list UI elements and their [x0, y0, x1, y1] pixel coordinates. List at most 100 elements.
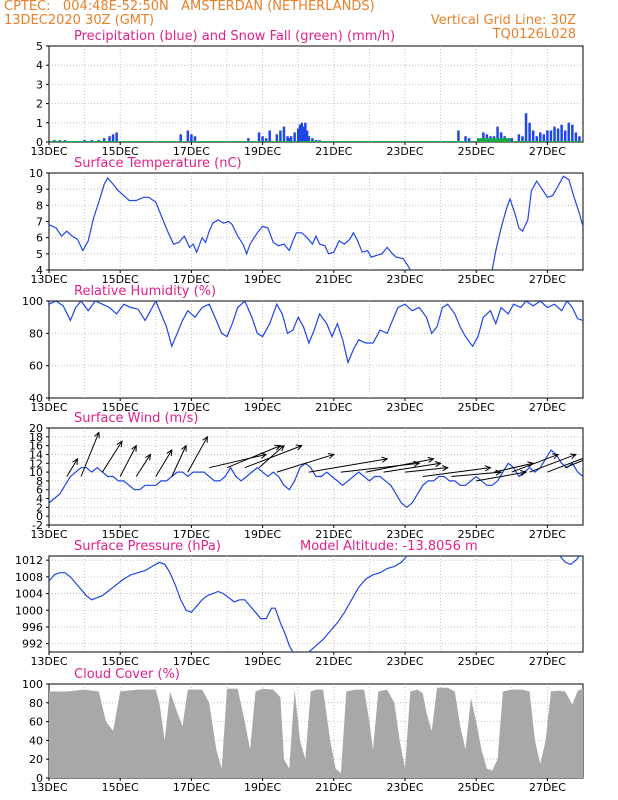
y-tick-label: 2 [36, 98, 43, 111]
wind-arrow-head [569, 453, 577, 460]
precip-bar [288, 138, 291, 142]
y-tick-label: 996 [22, 621, 43, 634]
y-tick-label: 16 [29, 440, 43, 453]
snowfall-bar [192, 141, 227, 142]
precip-bar [302, 126, 305, 142]
precip-bar [286, 136, 289, 142]
x-tick-label: 25DEC [458, 781, 495, 794]
x-tick-label: 19DEC [244, 781, 281, 794]
y-tick-label: 4 [36, 264, 43, 277]
snowfall-bar [121, 141, 155, 142]
y-tick-label: 0 [36, 772, 43, 785]
snowfall-bar [334, 141, 369, 142]
precip-bar [179, 134, 182, 142]
y-tick-label: 0 [36, 136, 43, 149]
x-tick-label: 13DEC [30, 528, 67, 541]
snowfall-bar [299, 141, 333, 142]
wind-arrow [404, 467, 448, 473]
wind-arrow [476, 471, 527, 482]
precip-bar [464, 136, 467, 142]
wind-arrow [226, 445, 281, 469]
run-datetime: 13DEC2020 30Z (GMT) [4, 13, 155, 28]
precip-bar [193, 136, 197, 142]
precip-bar [304, 122, 307, 142]
wind-arrow [308, 458, 388, 473]
wind-arrow-head [202, 435, 208, 443]
x-tick-label: 15DEC [102, 528, 139, 541]
x-tick-label: 13DEC [30, 781, 67, 794]
x-tick-label: 23DEC [386, 145, 423, 158]
x-tick-label: 15DEC [102, 273, 139, 286]
wind-arrow-head [552, 453, 560, 460]
wind-arrow [451, 471, 502, 477]
y-tick-label: 80 [29, 697, 43, 710]
precip-bar [467, 138, 471, 142]
precip-bar [563, 130, 567, 142]
wind-arrow [422, 467, 491, 477]
precip-bar [282, 126, 286, 142]
wind-arrow-head [381, 456, 389, 463]
y-tick-label: 100 [22, 678, 43, 691]
wind-arrow [383, 462, 441, 473]
wind-arrow-head [527, 461, 535, 468]
y-tick-label: 10 [29, 466, 43, 479]
series-line [49, 449, 583, 509]
x-tick-label: 27DEC [529, 145, 566, 158]
panel-title: Surface Temperature (nC) [74, 156, 242, 171]
precip-bar [510, 138, 514, 142]
y-tick-label: 5 [36, 248, 43, 261]
snowfall-bar [548, 141, 583, 142]
wind-arrow-head [278, 444, 285, 452]
precip-bar [499, 132, 503, 142]
y-tick-label: 18 [29, 431, 43, 444]
y-tick-label: 9 [36, 183, 43, 196]
y-tick-label: 40 [29, 392, 43, 405]
precip-bar [574, 132, 578, 142]
wind-arrow-head [495, 469, 503, 476]
precip-bar [305, 130, 309, 142]
model-id: TQ0126L028 [492, 27, 576, 42]
x-tick-label: 19DEC [244, 528, 281, 541]
x-tick-label: 19DEC [244, 655, 281, 668]
y-tick-label: 1004 [15, 588, 43, 601]
x-tick-label: 25DEC [458, 145, 495, 158]
cloud-cover-area [49, 687, 583, 778]
series-line [559, 556, 580, 565]
y-tick-label: 0 [36, 510, 43, 523]
wind-arrow-head [145, 453, 152, 461]
precip-bar [115, 132, 118, 142]
precip-bar [190, 134, 193, 142]
wind-arrow [66, 458, 78, 477]
y-tick-label: 8 [36, 475, 43, 488]
x-tick-label: 15DEC [102, 145, 139, 158]
x-tick-label: 17DEC [173, 781, 210, 794]
wind-arrow [80, 432, 100, 477]
precip-bar [578, 136, 581, 142]
precip-bar [556, 128, 560, 142]
x-tick-label: 17DEC [173, 655, 210, 668]
panel-frame [48, 45, 584, 143]
snowfall-bar [477, 138, 511, 142]
precip-bar [289, 136, 293, 142]
wind-arrow-head [72, 457, 79, 465]
wind-arrow-head [166, 449, 173, 457]
precip-bar [257, 132, 261, 142]
wind-arrow [493, 462, 534, 473]
x-tick-label: 17DEC [173, 401, 210, 414]
wind-arrow-head [441, 465, 449, 472]
precip-bar [108, 136, 111, 142]
series-line [49, 561, 294, 652]
wind-arrow [155, 449, 173, 477]
x-tick-label: 21DEC [315, 145, 352, 158]
wind-arrow-head [327, 453, 335, 459]
x-tick-label: 23DEC [386, 655, 423, 668]
y-tick-label: 1000 [15, 604, 43, 617]
y-tick-label: 12 [29, 457, 43, 470]
x-tick-label: 23DEC [386, 273, 423, 286]
precip-bar [261, 136, 264, 142]
precip-bar [560, 124, 563, 142]
y-tick-label: 20 [29, 422, 43, 435]
x-tick-label: 21DEC [315, 528, 352, 541]
wind-arrow-head [94, 431, 100, 439]
snowfall-bar [227, 141, 262, 142]
